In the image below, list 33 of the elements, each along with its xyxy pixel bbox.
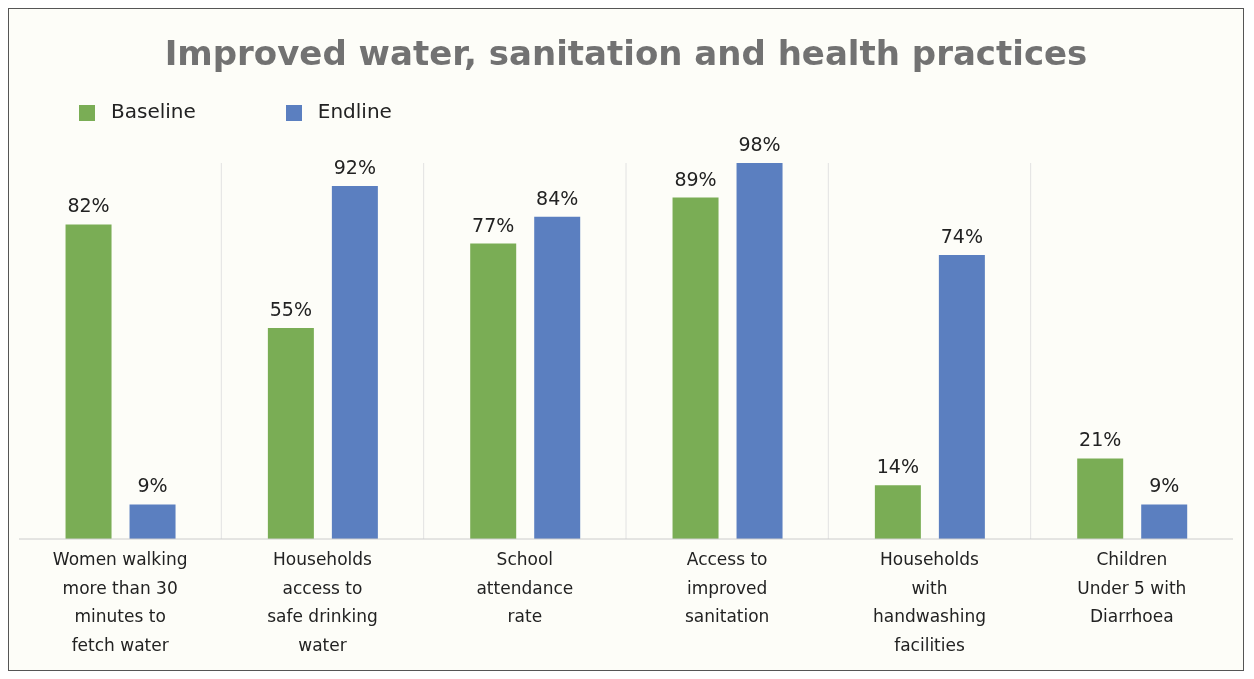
data-label: 84% [536,186,579,209]
data-label: 9% [137,474,168,497]
bar [534,216,581,539]
bar [938,255,985,539]
chart-title: Improved water, sanitation and health practices [163,32,1089,75]
bar [672,197,719,539]
x-tick-label: Women walking more than 30 minutes to fetch water [52,549,188,655]
x-tick-label: School attendance rate [476,549,574,626]
bar [470,243,517,539]
bar [1077,458,1124,539]
data-label: 98% [738,133,781,155]
legend-label: Baseline [111,99,196,123]
x-tick-label: Access to improved sanitation [684,549,770,626]
data-label: 74% [940,225,983,248]
data-label: 89% [674,167,717,190]
bar [129,504,176,539]
legend-label: Endline [317,99,392,123]
bar [736,163,783,539]
bar [267,327,314,539]
data-label: 9% [1149,474,1180,497]
bar [331,186,378,539]
data-label: 55% [269,297,312,320]
data-label: 82% [67,194,110,217]
bar [65,224,112,539]
bar [874,485,921,539]
x-tick-label: Households access to safe drinking water [267,549,378,655]
data-label: 14% [876,455,919,478]
data-label: 92% [333,156,376,179]
x-tick-label: Households with handwashing facilities [873,549,986,655]
bar [1141,504,1188,539]
data-label: 77% [472,213,515,236]
x-tick-label: Children Under 5 with Diarrhoea [1077,549,1187,626]
data-label: 21% [1079,428,1122,451]
